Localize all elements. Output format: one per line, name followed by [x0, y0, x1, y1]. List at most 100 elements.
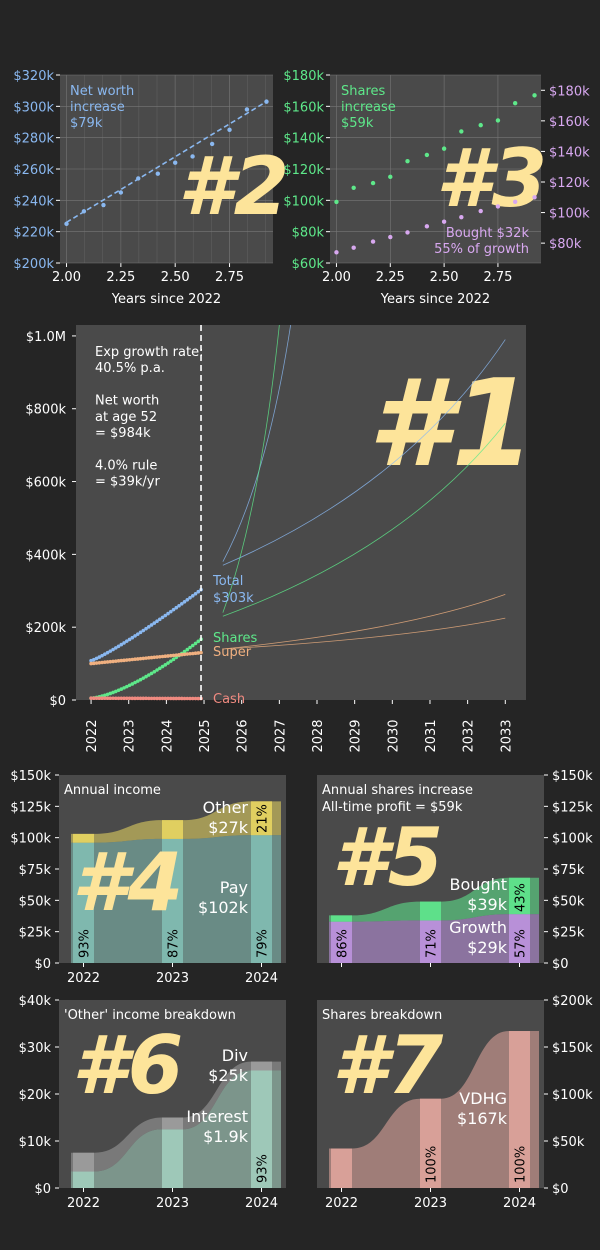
- history-point-shares: [135, 679, 140, 683]
- series-value-total: $303k: [213, 591, 254, 606]
- data-point: [190, 154, 195, 159]
- trend-line: [66, 100, 267, 223]
- bar-vdhg: [331, 1148, 352, 1188]
- history-point-cash: [177, 696, 181, 701]
- history-point-super: [149, 655, 154, 660]
- history-point-super: [130, 657, 135, 662]
- history-point-shares: [160, 664, 165, 669]
- y-tick-label: $260k: [13, 163, 54, 178]
- history-point-cash: [100, 696, 104, 701]
- y-tick-label: $800k: [25, 403, 66, 418]
- data-point-shares: [495, 118, 501, 123]
- x-tick-label: 2023: [123, 719, 138, 752]
- history-point-super: [135, 657, 140, 661]
- history-point-shares: [185, 647, 190, 652]
- x-tick-label: 2029: [349, 719, 364, 752]
- data-point: [209, 141, 215, 147]
- panel-p4: $0 $25k $50k $75k $100k $125k $150k 2022 2023 202…: [10, 769, 286, 986]
- y-tick-label-right: $160k: [549, 115, 590, 130]
- history-point-total: [138, 630, 143, 635]
- history-point-super: [100, 660, 104, 665]
- history-point-cash: [135, 696, 140, 701]
- history-point-shares: [130, 682, 135, 686]
- history-point-cash: [174, 696, 179, 701]
- history-point-cash: [105, 696, 110, 701]
- data-point-shares: [370, 180, 376, 186]
- data-point-shares: [512, 101, 518, 106]
- history-point-shares: [155, 668, 159, 672]
- projection-super: [222, 617, 506, 650]
- history-point-total: [171, 607, 176, 612]
- history-point-cash: [122, 696, 126, 701]
- history-point-shares: [157, 666, 162, 671]
- y-tick-label-left: $120k: [283, 163, 324, 178]
- history-point-shares: [182, 649, 187, 654]
- data-point-shares: [388, 174, 393, 180]
- history-point-shares: [146, 673, 151, 677]
- y-tick-label-left: $140k: [283, 132, 324, 147]
- y-tick-label: $280k: [13, 132, 54, 147]
- history-point-super: [144, 656, 148, 660]
- history-point-total: [133, 634, 137, 638]
- history-point-cash: [155, 696, 159, 701]
- series-value-pay: $102k: [198, 898, 249, 917]
- bar-other: [73, 833, 94, 843]
- history-point-cash: [92, 696, 96, 700]
- panel-number-4: #4: [72, 836, 183, 929]
- annotation-text: $79k: [70, 116, 103, 131]
- annotation-text: increase: [341, 100, 396, 115]
- panel-shares-increase: 2.00 2.25 2.50 2.75 $60k $80k $100k $120k $140k $…: [283, 69, 590, 307]
- y-tick-label: $0: [34, 1182, 51, 1197]
- annotation-text: Bought $32k: [446, 226, 530, 241]
- bar-div: [251, 1070, 272, 1188]
- history-point-cash: [146, 696, 151, 701]
- y-tick-label-left: $80k: [292, 226, 325, 241]
- history-point-cash: [157, 696, 162, 701]
- history-point-shares: [141, 676, 146, 680]
- history-point-super: [196, 651, 201, 655]
- history-point-cash: [171, 696, 176, 701]
- panel-title: 'Other' income breakdown: [64, 1008, 236, 1023]
- history-point-cash: [193, 696, 198, 701]
- history-point-shares: [105, 692, 110, 697]
- data-point-bought: [512, 199, 518, 205]
- y-tick-label-left: $60k: [292, 257, 325, 272]
- area-growth: [329, 877, 539, 922]
- series-label-pay: Pay: [220, 878, 248, 897]
- x-tick-label: 2023: [156, 1196, 189, 1211]
- y-tick-label: $10k: [19, 1135, 52, 1150]
- panel-p7: $0 $50k $100k $150k $200k 2022 2023 2024 #7Share…: [317, 994, 593, 1211]
- panel-p6: $0 $10k $20k $30k $40k 2022 2023 2024 #6'Other' …: [19, 994, 286, 1211]
- annotation-text: Exp growth rate:: [95, 345, 203, 360]
- x-tick-label: 2024: [245, 971, 278, 986]
- history-point-total: [116, 644, 121, 649]
- bar-growth: [331, 915, 352, 922]
- panel-number-7: #7: [332, 1019, 444, 1112]
- y-tick-label: $320k: [13, 69, 54, 84]
- y-tick-label: $150k: [552, 1041, 593, 1056]
- history-point-shares: [193, 641, 198, 646]
- history-point-super: [185, 652, 190, 656]
- annotation-text: = $984k: [95, 426, 151, 441]
- history-point-super: [163, 654, 168, 659]
- y-tick-label: $25k: [19, 926, 52, 941]
- history-point-total: [146, 625, 151, 629]
- x-tick-label: 2.00: [52, 270, 81, 285]
- projection-shares: [222, 423, 506, 617]
- projection-super: [222, 594, 506, 650]
- panel-number-2: #2: [178, 140, 289, 233]
- series-label-div: Div: [222, 1046, 248, 1065]
- bar-percent-label: 100%: [425, 1146, 440, 1183]
- y-tick-label-left: $180k: [283, 69, 324, 84]
- history-point-super: [168, 653, 173, 658]
- area-interest: [71, 1061, 281, 1172]
- bar-percent-label: 93%: [256, 1154, 271, 1183]
- history-point-total: [92, 657, 96, 662]
- x-tick-label: 2022: [85, 719, 100, 752]
- panel-number-6: #6: [72, 1019, 183, 1112]
- history-point-total: [105, 650, 110, 655]
- history-point-super: [114, 659, 118, 663]
- bar-vdhg: [509, 1031, 530, 1188]
- history-point-super: [108, 659, 113, 664]
